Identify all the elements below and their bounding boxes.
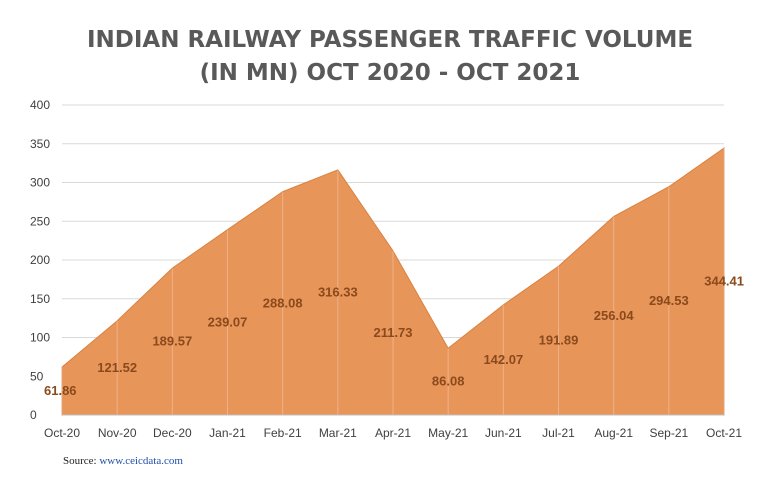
y-tick-label: 150 — [30, 292, 50, 306]
data-label: 288.08 — [263, 295, 303, 310]
y-tick-label: 50 — [30, 369, 44, 383]
chart-title-line-2: (IN MN) OCT 2020 - OCT 2021 — [199, 60, 581, 86]
data-label: 211.73 — [373, 325, 412, 340]
y-tick-label: 300 — [30, 176, 50, 190]
y-axis: 0 50 100 150 200 250 300 350 400 — [30, 98, 50, 422]
x-tick-label: Sep-21 — [649, 426, 688, 440]
x-tick-label: Jun-21 — [485, 426, 522, 440]
data-label: 86.08 — [432, 374, 465, 389]
x-tick-label: Oct-20 — [44, 426, 80, 440]
x-tick-label: Feb-21 — [264, 426, 302, 440]
y-tick-label: 350 — [30, 137, 50, 151]
x-tick-label: Mar-21 — [319, 426, 357, 440]
chart-title-line-1: INDIAN RAILWAY PASSENGER TRAFFIC VOLUME — [86, 27, 694, 53]
x-tick-label: Jul-21 — [542, 426, 575, 440]
y-tick-label: 400 — [30, 98, 50, 112]
x-tick-label: May-21 — [428, 426, 468, 440]
area-series — [61, 147, 725, 416]
data-label: 121.52 — [97, 360, 137, 375]
data-labels: 61.86 121.52 189.57 239.07 288.08 316.33 211.7… — [44, 274, 744, 398]
x-tick-label: Aug-21 — [594, 426, 633, 440]
y-tick-label: 100 — [30, 331, 50, 345]
source-prefix: Source: — [63, 455, 100, 467]
data-label: 316.33 — [318, 284, 358, 299]
x-tick-label: Apr-21 — [375, 426, 411, 440]
y-tick-label: 200 — [30, 253, 50, 267]
data-label: 256.04 — [594, 308, 635, 323]
data-label: 142.07 — [483, 352, 523, 367]
source-note: Source: www.ceicdata.com — [63, 455, 183, 467]
y-tick-label: 250 — [30, 214, 50, 228]
chart-title: INDIAN RAILWAY PASSENGER TRAFFIC VOLUME … — [0, 24, 780, 90]
area-fill — [61, 147, 725, 416]
x-tick-label: Nov-20 — [98, 426, 137, 440]
x-tick-label: Jan-21 — [209, 426, 246, 440]
data-label: 191.89 — [539, 333, 579, 348]
y-tick-label: 0 — [30, 408, 37, 422]
data-label: 189.57 — [152, 334, 192, 349]
data-label: 294.53 — [649, 293, 689, 308]
x-axis: Oct-20 Nov-20 Dec-20 Jan-21 Feb-21 Mar-21 Apr-… — [44, 426, 742, 440]
data-label: 344.41 — [704, 274, 744, 289]
source-link[interactable]: www.ceicdata.com — [99, 455, 183, 467]
x-tick-label: Oct-21 — [706, 426, 742, 440]
data-label: 239.07 — [208, 314, 248, 329]
x-tick-label: Dec-20 — [153, 426, 192, 440]
data-label: 61.86 — [44, 383, 77, 398]
